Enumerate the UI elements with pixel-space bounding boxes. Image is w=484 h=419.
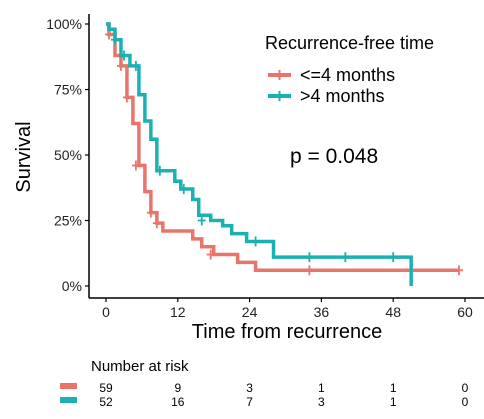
p-value-annotation: p = 0.048 (290, 145, 378, 168)
x-tick-label: 36 (314, 304, 330, 320)
y-tick-label: 50% (54, 147, 82, 163)
y-ticks: 0% 25% 50% 75% 100% (46, 16, 89, 294)
risk-value: 16 (171, 395, 185, 409)
risk-value: 7 (246, 395, 253, 409)
risk-table-title: Number at risk (91, 358, 189, 375)
y-tick-label: 25% (54, 213, 82, 229)
legend-label: <=4 months (300, 65, 395, 85)
y-tick-label: 0% (62, 278, 82, 294)
x-axis-title: Time from recurrence (192, 321, 382, 343)
x-tick-label: 12 (170, 304, 186, 320)
risk-value: 3 (318, 395, 325, 409)
risk-value: 1 (318, 381, 325, 395)
x-ticks: 0 12 24 36 48 60 (102, 298, 473, 320)
y-axis-title: Survival (13, 121, 35, 192)
risk-value: 1 (390, 381, 397, 395)
x-tick-label: 24 (242, 304, 258, 320)
y-tick-label: 100% (46, 16, 82, 32)
survival-curve-0 (106, 22, 460, 273)
y-tick-label: 75% (54, 82, 82, 98)
risk-value: 59 (99, 381, 113, 395)
x-tick-label: 48 (385, 304, 401, 320)
risk-table: 59 9 3 1 1 052 16 7 3 1 0 (60, 381, 469, 409)
x-tick-label: 60 (457, 304, 473, 320)
legend-entry-long: >4 months (268, 86, 385, 106)
risk-value: 0 (462, 395, 469, 409)
legend-label: >4 months (300, 86, 385, 106)
risk-value: 9 (174, 381, 181, 395)
risk-row-swatch (60, 383, 77, 389)
risk-value: 0 (462, 381, 469, 395)
survival-curves (104, 22, 464, 286)
risk-row-swatch (60, 397, 77, 403)
risk-value: 1 (390, 395, 397, 409)
legend-title: Recurrence-free time (265, 33, 434, 53)
x-tick-label: 0 (102, 304, 110, 320)
risk-value: 3 (246, 381, 253, 395)
legend-entry-short: <=4 months (268, 65, 395, 85)
risk-value: 52 (99, 395, 113, 409)
